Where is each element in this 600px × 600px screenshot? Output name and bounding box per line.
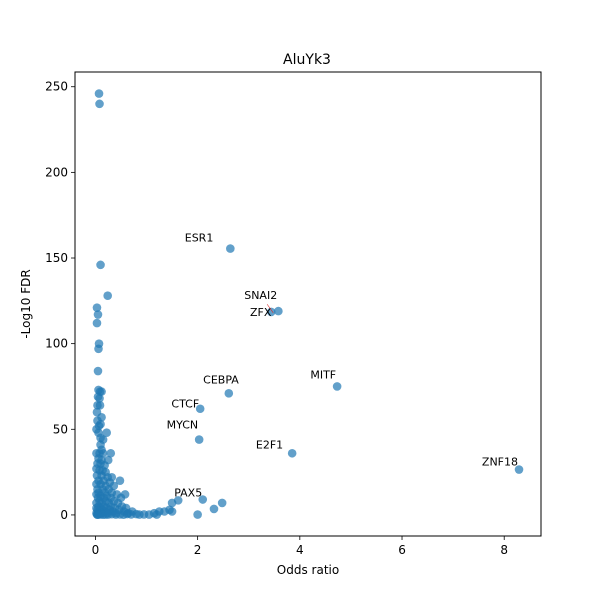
data-point (93, 310, 103, 319)
data-point (198, 495, 208, 504)
y-axis-ticks: 0 50 100 150 200 250 (45, 80, 75, 522)
x-axis-ticks: 0 2 4 6 8 (92, 536, 508, 557)
data-point (514, 465, 524, 474)
data-point (193, 510, 202, 519)
data-point (266, 307, 276, 317)
points-layer (92, 89, 524, 520)
x-axis-label: Odds ratio (277, 563, 339, 577)
y-tick-label: 250 (45, 80, 68, 94)
x-tick-label: 4 (296, 543, 304, 557)
y-tick-label: 200 (45, 165, 68, 179)
annotation-snai2: SNAI2 (244, 289, 277, 302)
data-point (209, 504, 219, 514)
data-point (119, 510, 128, 520)
plot-area-frame (74, 71, 542, 537)
data-point (332, 382, 342, 391)
annotation-mitf: MITF (310, 368, 336, 381)
annotation-cebpa: CEBPA (203, 373, 239, 386)
data-point (224, 389, 234, 398)
data-point (274, 306, 283, 316)
x-tick-label: 6 (398, 543, 406, 557)
chart-title: AluYk3 (283, 52, 331, 68)
annotation-zfx: ZFX (250, 306, 272, 319)
data-point (217, 498, 227, 508)
y-axis-label: -Log10 FDR (19, 269, 33, 338)
annotation-e2f1: E2F1 (256, 438, 283, 451)
data-point (92, 303, 102, 312)
x-tick-label: 2 (194, 543, 202, 557)
data-point (96, 260, 105, 270)
y-tick-label: 50 (53, 422, 68, 436)
data-point (94, 89, 104, 98)
data-point (194, 435, 204, 444)
y-tick-label: 150 (45, 251, 68, 265)
data-point (95, 99, 104, 109)
data-point (102, 428, 111, 438)
y-tick-label: 100 (45, 337, 68, 351)
x-tick-label: 0 (92, 543, 100, 557)
data-point (111, 510, 121, 519)
data-point (103, 510, 113, 519)
data-point (126, 510, 136, 519)
data-point (92, 318, 102, 328)
data-point (287, 448, 297, 458)
annotation-znf18: ZNF18 (482, 456, 518, 469)
annotation-mycn: MYCN (167, 419, 199, 432)
data-point (173, 496, 183, 505)
annotation-pax5: PAX5 (174, 486, 202, 499)
y-tick-label: 0 (60, 508, 68, 522)
data-point (115, 476, 125, 485)
data-point (167, 507, 177, 516)
data-point (93, 366, 103, 376)
data-point (103, 291, 113, 300)
data-point (95, 401, 105, 410)
data-point (94, 344, 103, 354)
data-point (95, 394, 104, 403)
annotation-ctcf: CTCF (171, 398, 199, 411)
data-point (106, 448, 116, 458)
x-tick-label: 8 (500, 543, 508, 557)
snai2-leader-line (266, 304, 274, 313)
data-point (226, 244, 235, 253)
annotation-layer: ESR1 SNAI2 ZFX MITF CEBPA CTCF MYCN E2F1 ZNF18 PA… (167, 232, 518, 500)
annotation-esr1: ESR1 (185, 232, 214, 245)
data-point (195, 404, 205, 414)
